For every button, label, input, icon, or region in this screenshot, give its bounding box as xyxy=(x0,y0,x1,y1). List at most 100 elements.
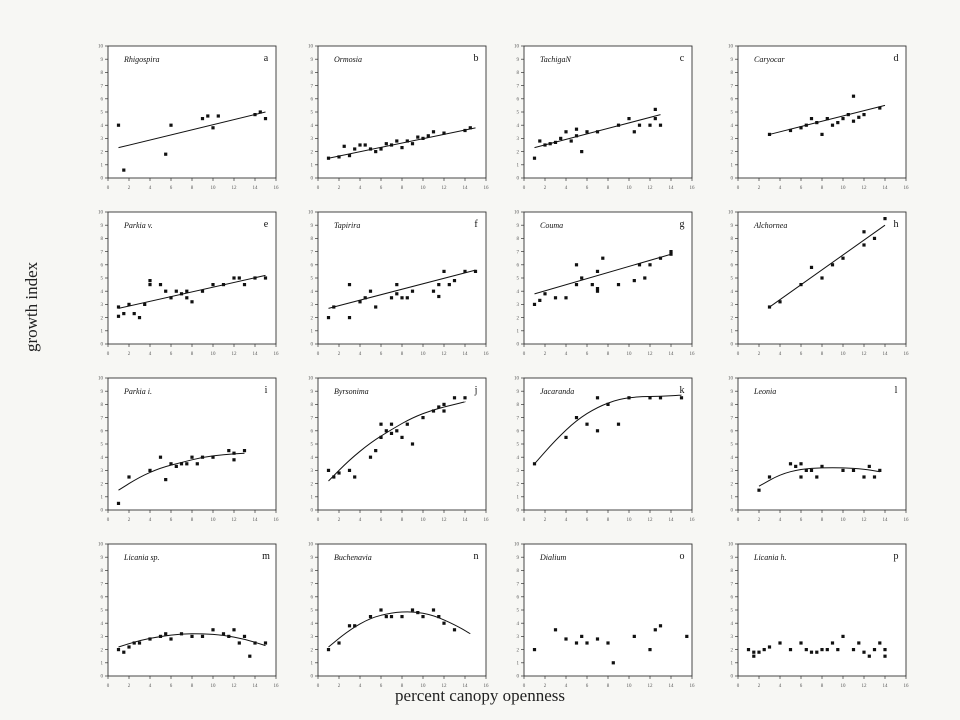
y-tick-label: 1 xyxy=(101,496,104,501)
y-tick-label: 5 xyxy=(731,277,734,282)
data-point xyxy=(347,316,352,320)
data-point xyxy=(595,289,600,293)
y-tick-label: 8 xyxy=(731,71,734,76)
data-point xyxy=(179,292,184,296)
data-point xyxy=(358,300,362,304)
data-point xyxy=(553,628,558,632)
data-point xyxy=(122,312,126,316)
x-tick-label: 8 xyxy=(401,518,404,523)
x-tick-label: 14 xyxy=(669,518,675,523)
y-tick-label: 0 xyxy=(101,177,104,182)
x-tick-label: 6 xyxy=(380,684,383,689)
data-point xyxy=(442,269,446,273)
data-point xyxy=(815,650,819,654)
y-tick-label: 9 xyxy=(731,224,734,229)
data-point xyxy=(164,632,168,636)
y-tick-label: 10 xyxy=(308,211,314,216)
data-point xyxy=(116,314,121,318)
data-point xyxy=(569,139,573,143)
panel-frame xyxy=(317,211,487,345)
data-point xyxy=(883,648,887,652)
y-tick-label: 3 xyxy=(311,303,314,308)
data-point xyxy=(862,113,866,117)
data-point xyxy=(788,128,793,133)
y-tick-label: 3 xyxy=(731,469,734,474)
data-point xyxy=(353,147,357,151)
panel-letter: h xyxy=(894,219,899,230)
y-tick-label: 7 xyxy=(517,250,520,255)
x-tick-label: 16 xyxy=(904,186,910,191)
y-tick-label: 2 xyxy=(731,316,734,321)
data-point xyxy=(580,276,584,280)
data-point xyxy=(326,156,331,160)
x-tick-label: 12 xyxy=(862,352,868,357)
data-point xyxy=(242,449,247,453)
data-point xyxy=(326,468,331,472)
y-tick-label: 4 xyxy=(311,290,314,295)
data-point xyxy=(830,123,835,127)
data-point xyxy=(164,289,168,293)
y-tick-label: 3 xyxy=(517,469,520,474)
y-tick-label: 0 xyxy=(311,177,314,182)
y-tick-label: 1 xyxy=(517,662,520,667)
data-point xyxy=(347,283,352,287)
y-tick-label: 0 xyxy=(101,343,104,348)
panel-frame xyxy=(523,211,693,345)
data-point xyxy=(158,455,163,459)
y-tick-label: 2 xyxy=(311,316,314,321)
data-point xyxy=(653,628,657,632)
data-point xyxy=(851,94,856,98)
data-point xyxy=(574,127,579,131)
x-tick-label: 4 xyxy=(359,518,362,523)
data-point xyxy=(559,136,563,140)
trend-line xyxy=(328,269,476,309)
x-tick-label: 12 xyxy=(648,352,654,357)
y-tick-label: 0 xyxy=(731,675,734,680)
data-point xyxy=(447,283,451,287)
data-point xyxy=(400,435,404,439)
x-tick-label: 2 xyxy=(758,684,761,689)
y-tick-label: 9 xyxy=(101,58,104,63)
x-tick-label: 14 xyxy=(669,352,675,357)
data-point xyxy=(179,462,184,466)
x-tick-label: 10 xyxy=(841,186,847,191)
x-tick-label: 8 xyxy=(607,352,610,357)
x-tick-label: 0 xyxy=(107,352,110,357)
data-point xyxy=(326,648,331,652)
y-tick-label: 3 xyxy=(311,137,314,142)
x-tick-label: 14 xyxy=(253,518,259,523)
data-point xyxy=(799,126,803,130)
y-tick-label: 3 xyxy=(731,137,734,142)
data-point xyxy=(437,283,441,287)
y-tick-label: 4 xyxy=(101,124,104,129)
data-point xyxy=(825,648,829,652)
y-tick-label: 6 xyxy=(517,264,520,269)
data-point xyxy=(347,154,352,158)
x-tick-label: 2 xyxy=(338,352,341,357)
x-tick-label: 14 xyxy=(883,186,889,191)
y-tick-label: 1 xyxy=(517,164,520,169)
x-tick-label: 4 xyxy=(565,352,568,357)
data-point xyxy=(253,113,257,117)
y-tick-label: 2 xyxy=(311,648,314,653)
y-tick-label: 6 xyxy=(101,264,104,269)
data-point xyxy=(752,650,756,654)
y-tick-label: 8 xyxy=(517,403,520,408)
x-tick-label: 0 xyxy=(107,186,110,191)
data-point xyxy=(862,475,866,479)
y-tick-label: 9 xyxy=(517,224,520,229)
data-point xyxy=(248,654,252,658)
y-tick-label: 0 xyxy=(101,509,104,514)
data-point xyxy=(437,294,441,299)
data-point xyxy=(127,302,131,306)
data-point xyxy=(169,637,173,641)
data-point xyxy=(862,243,866,247)
data-point xyxy=(830,641,835,645)
data-point xyxy=(762,648,766,652)
y-tick-label: 8 xyxy=(311,403,314,408)
panel-frame xyxy=(737,45,907,179)
y-tick-label: 4 xyxy=(311,456,314,461)
